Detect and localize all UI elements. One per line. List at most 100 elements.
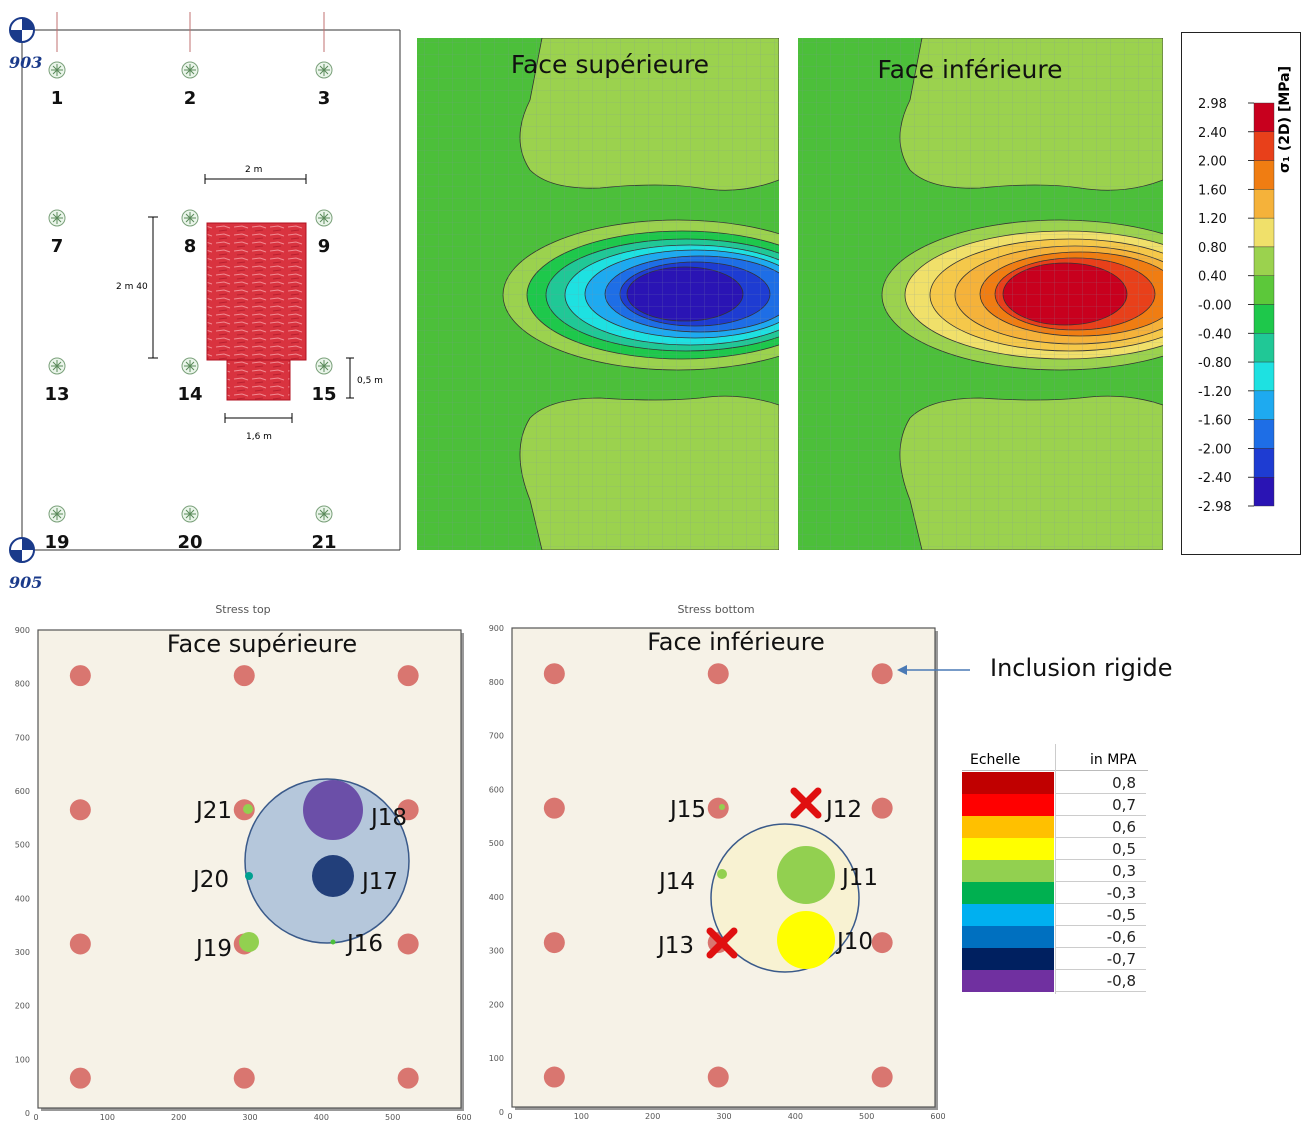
scale-swatch bbox=[962, 970, 1054, 992]
point-label: J14 bbox=[657, 869, 695, 895]
fem-top-contour bbox=[417, 38, 779, 550]
rigid-inclusion-marker bbox=[707, 663, 729, 685]
legend-swatch bbox=[1253, 448, 1275, 478]
scale-value: -0,7 bbox=[1056, 948, 1146, 970]
rigid-inclusion-marker bbox=[69, 933, 91, 955]
point-label: J19 bbox=[194, 936, 232, 962]
pile-label: 8 bbox=[184, 236, 197, 257]
stress-legend-svg: 2.98 2.40 2.00 1.60 1.20 0.80 0.40 -0.00 -0.40 -0… bbox=[1198, 66, 1293, 515]
scale-value: -0,6 bbox=[1056, 926, 1146, 948]
dim-height-label: 2 m 40 bbox=[116, 282, 148, 292]
stress-bubble-j11 bbox=[777, 846, 835, 904]
scale-value: -0,5 bbox=[1056, 904, 1146, 926]
x-tick-label: 400 bbox=[314, 1113, 329, 1122]
y-tick-label: 800 bbox=[489, 678, 504, 687]
stress-legend-title: σ₁ (2D) [MPa] bbox=[1277, 66, 1293, 173]
scale-header-left: Echelle bbox=[970, 752, 1021, 768]
zero-stress-x-icon bbox=[790, 787, 822, 819]
scale-swatch bbox=[962, 816, 1054, 838]
rigid-inclusion-marker bbox=[69, 665, 91, 687]
pile-label: 19 bbox=[44, 532, 69, 553]
scatter-chart: Stress bottom 900 800 700 600 500 400 300 200 100… bbox=[489, 603, 946, 1121]
dim-width bbox=[204, 174, 307, 184]
scale-swatch bbox=[962, 838, 1054, 860]
rigid-inclusion-marker bbox=[397, 799, 419, 821]
x-tick-label: 0 bbox=[507, 1112, 512, 1121]
y-tick-label: 100 bbox=[489, 1054, 504, 1063]
chart-caption: Stress top bbox=[215, 603, 270, 616]
scale-value: 0,8 bbox=[1056, 772, 1146, 794]
footing-main bbox=[206, 222, 307, 361]
x-tick-label: 100 bbox=[574, 1112, 589, 1121]
x-tick-label: 200 bbox=[645, 1112, 660, 1121]
y-tick-label: 500 bbox=[15, 841, 30, 850]
fem-bottom-contour bbox=[798, 38, 1163, 550]
dim-height bbox=[148, 216, 158, 359]
legend-swatch bbox=[1253, 333, 1275, 363]
y-tick-label: 200 bbox=[15, 1002, 30, 1011]
y-tick-label: 100 bbox=[15, 1055, 30, 1064]
rigid-inclusion-marker bbox=[543, 1066, 565, 1088]
x-tick-label: 200 bbox=[171, 1113, 186, 1122]
scale-row: -0,6 bbox=[962, 926, 1148, 948]
legend-tick-label: -2.00 bbox=[1198, 442, 1232, 457]
point-label: J17 bbox=[360, 869, 398, 895]
x-tick-label: 600 bbox=[456, 1113, 471, 1122]
legend-tick-label: 0.40 bbox=[1198, 270, 1227, 285]
pile-icon bbox=[181, 209, 199, 227]
y-tick-label: 800 bbox=[15, 680, 30, 689]
axis-marker-bottom bbox=[9, 537, 35, 563]
pile-icon bbox=[181, 357, 199, 375]
pile-label: 7 bbox=[51, 236, 64, 257]
y-tick-label: 200 bbox=[489, 1000, 504, 1009]
point-label: J16 bbox=[345, 931, 383, 957]
scale-row: 0,7 bbox=[962, 794, 1148, 816]
scale-row: 0,6 bbox=[962, 816, 1148, 838]
rigid-inclusion-marker bbox=[543, 797, 565, 819]
x-tick-label: 0 bbox=[33, 1113, 38, 1122]
legend-tick-label: 2.00 bbox=[1198, 155, 1227, 170]
y-tick-label: 700 bbox=[15, 733, 30, 742]
legend-swatch bbox=[1253, 102, 1275, 132]
dim-small-w-label: 1,6 m bbox=[246, 432, 272, 442]
scale-swatch bbox=[962, 926, 1054, 948]
y-tick-label: 900 bbox=[489, 624, 504, 633]
legend-swatch bbox=[1253, 217, 1275, 248]
stress-bubble-j15 bbox=[719, 804, 725, 810]
pile-icon bbox=[315, 357, 333, 375]
pile-icon bbox=[181, 61, 199, 79]
legend-tick-label: -0.00 bbox=[1198, 299, 1232, 314]
stress-bubble-j10 bbox=[777, 911, 835, 969]
pile-icon bbox=[48, 505, 66, 523]
rigid-inclusion-marker bbox=[233, 665, 255, 687]
x-tick-label: 100 bbox=[100, 1113, 115, 1122]
dim-small-w bbox=[224, 413, 293, 423]
legend-tick-label: 1.20 bbox=[1198, 212, 1227, 227]
legend-swatch bbox=[1253, 131, 1275, 161]
pile-icon bbox=[315, 505, 333, 523]
pile-icon bbox=[181, 505, 199, 523]
pile-icon bbox=[48, 61, 66, 79]
stress-bubble-j14 bbox=[717, 869, 727, 879]
legend-tick-label: 2.98 bbox=[1198, 97, 1227, 112]
legend-tick-label: -0.40 bbox=[1198, 327, 1232, 342]
legend-swatch bbox=[1253, 275, 1275, 305]
fem-bottom-title: Face inférieure bbox=[877, 55, 1062, 84]
stress-bubble-j17 bbox=[312, 855, 354, 897]
point-label: J21 bbox=[194, 798, 232, 824]
pile-label: 9 bbox=[318, 236, 331, 257]
rigid-inclusion-marker bbox=[69, 799, 91, 821]
rigid-inclusion-marker bbox=[543, 932, 565, 954]
rigid-inclusion-marker bbox=[871, 1066, 893, 1088]
y-tick-label: 400 bbox=[15, 894, 30, 903]
scale-row: -0,3 bbox=[962, 882, 1148, 904]
scale-value: -0,8 bbox=[1056, 970, 1146, 992]
stress-bubble-j19 bbox=[239, 932, 259, 952]
chart-title: Face supérieure bbox=[167, 630, 357, 658]
legend-tick-label: -2.40 bbox=[1198, 471, 1232, 486]
legend-tick-label: -2.98 bbox=[1198, 500, 1232, 515]
legend-tick-label: 2.40 bbox=[1198, 126, 1227, 141]
scale-row: -0,8 bbox=[962, 970, 1148, 992]
dim-small-h-label: 0,5 m bbox=[357, 376, 383, 386]
